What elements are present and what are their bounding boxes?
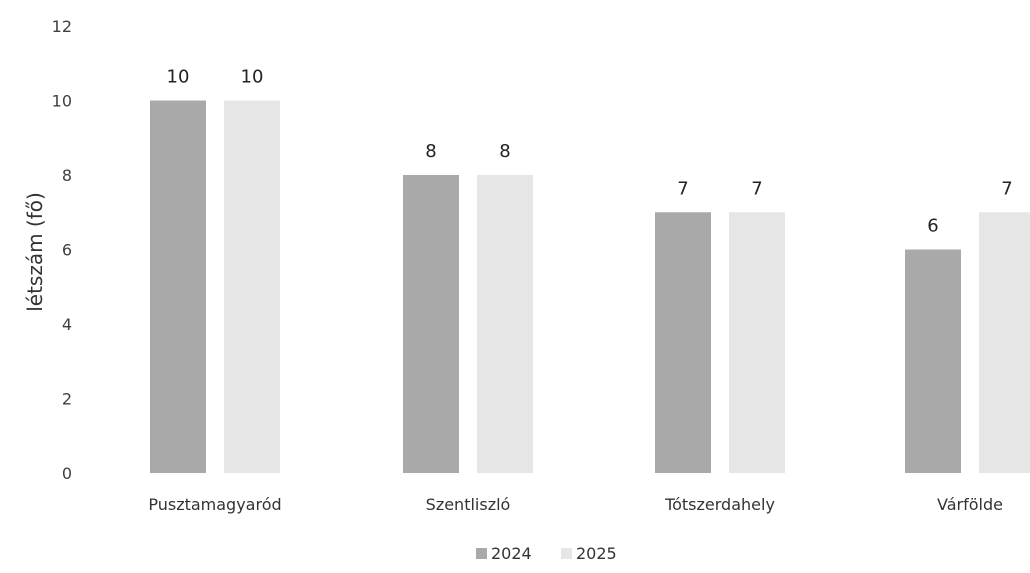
- y-tick-label: 10: [52, 92, 72, 111]
- bar-2024-3: [905, 249, 961, 473]
- x-axis-labels: Pusztamagyaród Szentliszló Tótszerdahely Vá…: [148, 495, 1003, 514]
- legend-label-2025: 2025: [576, 544, 617, 563]
- bar-2024-0: [150, 100, 206, 473]
- x-tick-label: Várfölde: [937, 495, 1003, 514]
- x-tick-label: Pusztamagyaród: [148, 495, 281, 514]
- bars: [150, 100, 1030, 473]
- y-axis-label: létszám (fő): [23, 192, 47, 312]
- y-tick-label: 4: [62, 315, 72, 334]
- y-tick-label: 2: [62, 390, 72, 409]
- y-tick-label: 12: [52, 17, 72, 36]
- y-tick-label: 0: [62, 464, 72, 483]
- bar-2025-0: [224, 100, 280, 473]
- y-tick-label: 8: [62, 166, 72, 185]
- y-tick-label: 6: [62, 241, 72, 260]
- bar-2024-1: [403, 175, 459, 473]
- data-label: 10: [241, 67, 264, 88]
- data-label: 6: [927, 216, 938, 237]
- x-tick-label: Tótszerdahely: [664, 495, 775, 514]
- data-label: 7: [751, 178, 762, 199]
- bar-2024-2: [655, 212, 711, 473]
- data-label: 7: [1001, 178, 1012, 199]
- bar-2025-2: [729, 212, 785, 473]
- bar-2025-1: [477, 175, 533, 473]
- data-label: 8: [499, 141, 510, 162]
- legend: 2024 2025: [476, 544, 617, 563]
- data-label: 10: [167, 67, 190, 88]
- data-labels: 10 8 7 6 10 8 7 7: [167, 67, 1013, 237]
- bar-2025-3: [979, 212, 1030, 473]
- legend-label-2024: 2024: [491, 544, 532, 563]
- y-axis-ticks: 0 2 4 6 8 10 12: [52, 17, 72, 483]
- data-label: 8: [425, 141, 436, 162]
- legend-swatch-2024: [476, 548, 487, 559]
- legend-swatch-2025: [561, 548, 572, 559]
- data-label: 7: [677, 178, 688, 199]
- x-tick-label: Szentliszló: [426, 495, 511, 514]
